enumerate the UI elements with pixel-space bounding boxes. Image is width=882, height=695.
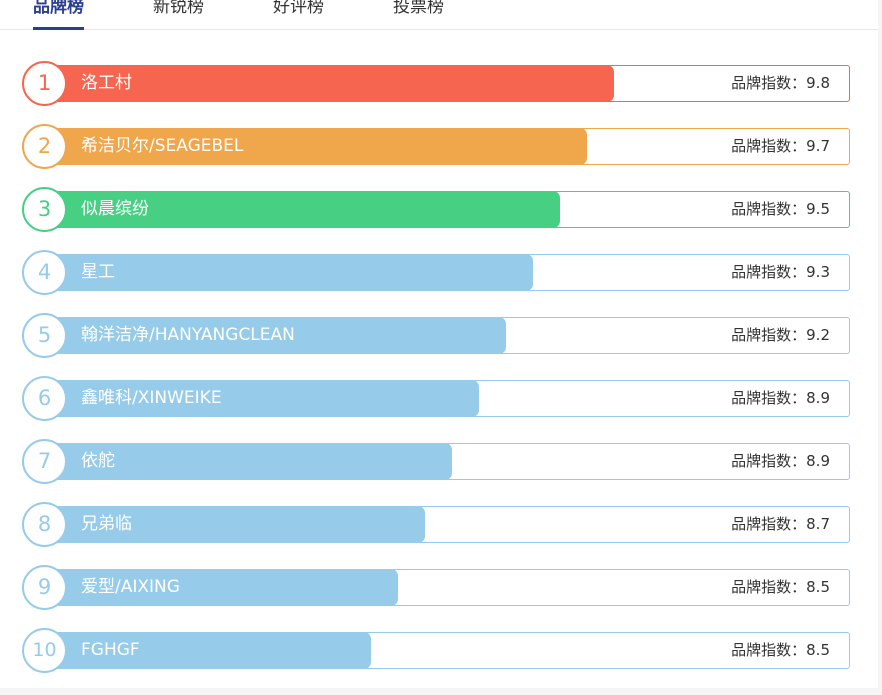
- brand-row[interactable]: 4 星工 品牌指数：9.3: [22, 250, 850, 295]
- score-value: 8.5: [806, 578, 830, 596]
- score-value: 8.9: [806, 389, 830, 407]
- rank-badge: 7: [22, 439, 67, 484]
- brand-row[interactable]: 1 洛工村 品牌指数：9.8: [22, 61, 850, 106]
- brand-score: 品牌指数：8.7: [731, 506, 830, 543]
- score-label: 品牌指数：: [731, 452, 807, 470]
- score-value: 8.5: [806, 641, 830, 659]
- brand-score-bar: [34, 254, 533, 291]
- brand-row[interactable]: 3 似晨缤纷 品牌指数：9.5: [22, 187, 850, 232]
- brand-score: 品牌指数：9.2: [731, 317, 830, 354]
- brand-score: 品牌指数：8.9: [731, 443, 830, 480]
- score-value: 9.2: [806, 326, 830, 344]
- score-label: 品牌指数：: [731, 263, 807, 281]
- brand-name[interactable]: 爱型/AIXING: [81, 577, 180, 597]
- score-label: 品牌指数：: [731, 515, 807, 533]
- brand-name[interactable]: 洛工村: [81, 73, 132, 93]
- rank-badge: 10: [22, 628, 67, 673]
- score-label: 品牌指数：: [731, 578, 807, 596]
- score-label: 品牌指数：: [731, 326, 807, 344]
- score-label: 品牌指数：: [731, 137, 807, 155]
- brand-score: 品牌指数：9.5: [731, 191, 830, 228]
- brand-score-bar: [34, 128, 587, 165]
- brand-score: 品牌指数：8.5: [731, 632, 830, 669]
- score-value: 8.7: [806, 515, 830, 533]
- rank-badge: 2: [22, 124, 67, 169]
- rank-badge: 9: [22, 565, 67, 610]
- rank-badge: 1: [22, 61, 67, 106]
- brand-row[interactable]: 2 希洁贝尔/SEAGEBEL 品牌指数：9.7: [22, 124, 850, 169]
- brand-score: 品牌指数：9.7: [731, 128, 830, 165]
- brand-score: 品牌指数：8.9: [731, 380, 830, 417]
- brand-score: 品牌指数：9.8: [731, 65, 830, 102]
- brand-score-bar: [34, 569, 398, 606]
- brand-name[interactable]: 兄弟临: [81, 514, 132, 534]
- rank-badge: 5: [22, 313, 67, 358]
- tab-reviews[interactable]: 好评榜: [273, 0, 324, 17]
- brand-score-bar: [34, 506, 425, 543]
- brand-score-bar: [34, 191, 560, 228]
- score-value: 9.8: [806, 74, 830, 92]
- tab-votes[interactable]: 投票榜: [393, 0, 444, 17]
- brand-name[interactable]: 鑫唯科/XINWEIKE: [81, 388, 222, 408]
- tab-new[interactable]: 新锐榜: [153, 0, 204, 17]
- brand-score-bar: [34, 632, 371, 669]
- brand-row[interactable]: 7 依舵 品牌指数：8.9: [22, 439, 850, 484]
- score-label: 品牌指数：: [731, 200, 807, 218]
- brand-row[interactable]: 5 翰洋洁净/HANYANGCLEAN 品牌指数：9.2: [22, 313, 850, 358]
- brand-score-bar: [34, 443, 452, 480]
- brand-row[interactable]: 10 FGHGF 品牌指数：8.5: [22, 628, 850, 673]
- score-value: 9.3: [806, 263, 830, 281]
- brand-name[interactable]: 似晨缤纷: [81, 199, 149, 219]
- rank-badge: 3: [22, 187, 67, 232]
- score-label: 品牌指数：: [731, 74, 807, 92]
- brand-score: 品牌指数：9.3: [731, 254, 830, 291]
- brand-row[interactable]: 9 爱型/AIXING 品牌指数：8.5: [22, 565, 850, 610]
- brand-score: 品牌指数：8.5: [731, 569, 830, 606]
- score-label: 品牌指数：: [731, 389, 807, 407]
- brand-name[interactable]: 翰洋洁净/HANYANGCLEAN: [81, 325, 295, 345]
- tab-brand[interactable]: 品牌榜: [33, 0, 84, 30]
- rank-badge: 8: [22, 502, 67, 547]
- score-value: 9.7: [806, 137, 830, 155]
- score-value: 9.5: [806, 200, 830, 218]
- ranking-tabs: 品牌榜 新锐榜 好评榜 投票榜: [0, 0, 878, 30]
- brand-score-bar: [34, 317, 506, 354]
- score-label: 品牌指数：: [731, 641, 807, 659]
- rank-badge: 6: [22, 376, 67, 421]
- rank-badge: 4: [22, 250, 67, 295]
- brand-name[interactable]: 星工: [81, 262, 115, 282]
- brand-name[interactable]: 依舵: [81, 451, 115, 471]
- score-value: 8.9: [806, 452, 830, 470]
- brand-score-bar: [34, 380, 479, 417]
- brand-row[interactable]: 6 鑫唯科/XINWEIKE 品牌指数：8.9: [22, 376, 850, 421]
- brand-row[interactable]: 8 兄弟临 品牌指数：8.7: [22, 502, 850, 547]
- brand-score-bar: [34, 65, 614, 102]
- brand-name[interactable]: FGHGF: [81, 640, 140, 660]
- brand-name[interactable]: 希洁贝尔/SEAGEBEL: [81, 136, 244, 156]
